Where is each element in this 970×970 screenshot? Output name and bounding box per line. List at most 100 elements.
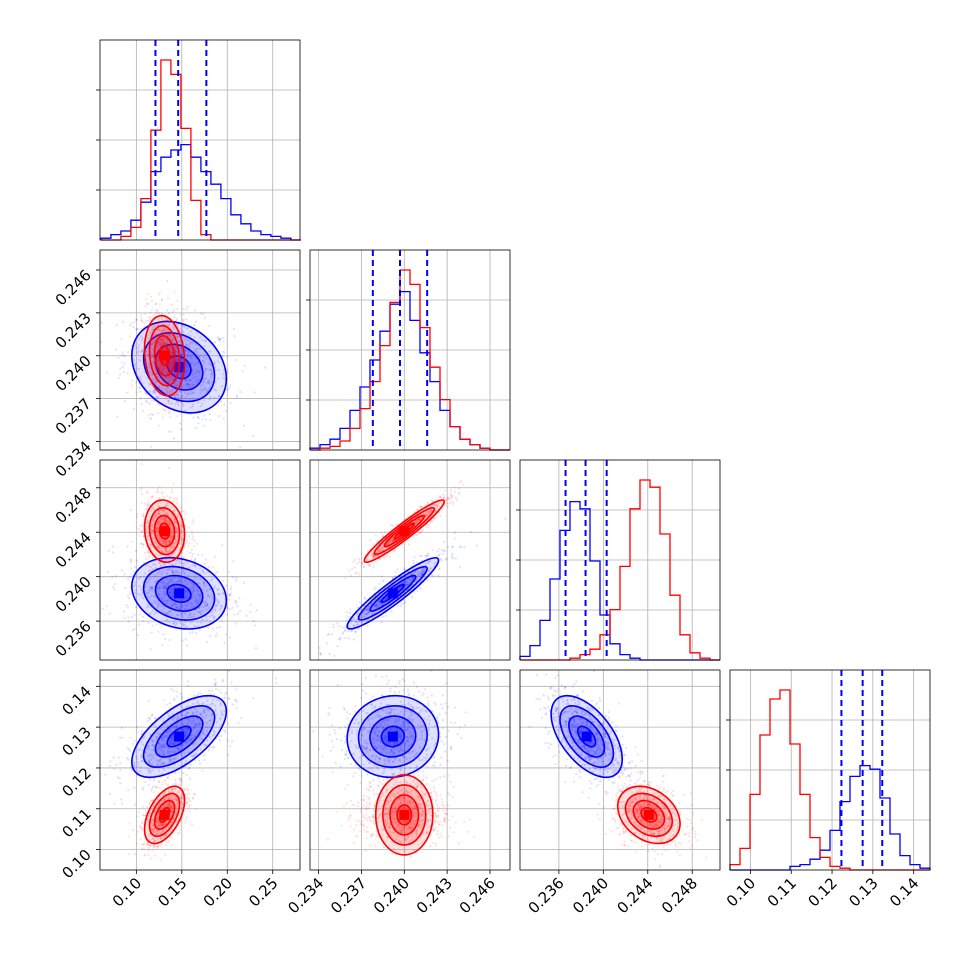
panel-frame [99, 459, 301, 661]
hist-panel-0 [96, 39, 301, 241]
x-tick-label: 0.234 [284, 874, 327, 917]
histogram-run_2 [100, 59, 301, 241]
y-tick-label: 0.244 [52, 528, 95, 571]
y-tick-label: 0.240 [52, 573, 95, 616]
x-tick-label: 0.236 [525, 874, 568, 917]
x-tick-label: 0.248 [658, 874, 701, 917]
x-tick-label: 0.20 [200, 874, 236, 910]
y-tick-label: 0.234 [52, 438, 95, 481]
panel-frame [729, 669, 931, 871]
panels-layer: 0.10 0.15 0.20 0.25 0.234 0.237 0.240 0.243 0.24… [52, 39, 931, 917]
density-peak-run_2 [159, 350, 170, 361]
contour-run_2 [632, 799, 666, 830]
contour-run_1 [154, 715, 204, 758]
histogram-run_1 [100, 143, 301, 241]
contour-run_2 [363, 499, 446, 564]
density-peak-run_2 [159, 809, 170, 820]
contour-run_1 [154, 574, 204, 612]
x-tick-label: 0.246 [456, 874, 499, 917]
contour-run_1 [166, 583, 192, 604]
contour-run_1 [369, 715, 417, 758]
contour-run_1 [142, 705, 216, 768]
contour-run_1 [568, 715, 606, 758]
y-tick-label: 0.11 [58, 805, 94, 841]
y-tick-label: 0.243 [52, 309, 95, 352]
contour-run_2 [153, 334, 176, 377]
density-content [100, 279, 266, 449]
panel-frame [309, 249, 511, 451]
density-peak-run_1 [581, 731, 592, 742]
x-tick-label: 0.243 [413, 874, 456, 917]
y-tick-label: 0.10 [58, 846, 94, 882]
contour-run_2 [153, 514, 176, 548]
density-peak-run_1 [174, 731, 185, 742]
density-panel-1-0 [99, 249, 301, 451]
contour-run_2 [389, 794, 420, 836]
panel-frame [99, 669, 301, 871]
density-peak-run_2 [399, 526, 410, 537]
x-tick-label: 0.25 [245, 874, 281, 910]
density-panel-2-0 [99, 459, 301, 661]
panel-frame [99, 249, 301, 451]
density-peak-run_2 [643, 809, 654, 820]
panel-frame [519, 669, 721, 871]
hist-panel-2 [516, 459, 721, 661]
contour-run_2 [382, 784, 427, 846]
contour-run_2 [374, 774, 434, 856]
contour-run_2 [143, 499, 186, 564]
density-peak-run_1 [387, 588, 398, 599]
density-panel-2-1 [309, 459, 511, 661]
x-tick-label: 0.10 [723, 874, 759, 910]
histogram-run_2 [520, 479, 720, 661]
y-tick-label: 0.12 [58, 764, 94, 800]
panel-frame [99, 39, 301, 241]
contour-run_1 [357, 705, 428, 768]
density-peak-run_1 [174, 588, 185, 599]
histogram-run_1 [309, 290, 510, 451]
panel-frame [309, 669, 511, 871]
x-tick-label: 0.13 [845, 874, 881, 910]
contour-run_2 [148, 506, 181, 556]
panel-frame [309, 459, 511, 661]
contour-run_1 [550, 694, 624, 779]
panel-frame [519, 459, 721, 661]
x-tick-label: 0.15 [154, 874, 190, 910]
contour-run_2 [153, 799, 176, 830]
density-panel-3-2 [519, 669, 721, 871]
contour-run_1 [346, 694, 440, 779]
contour-run_1 [131, 320, 228, 414]
density-panel-3-1 [309, 669, 511, 871]
density-content [104, 670, 278, 861]
x-tick-label: 0.10 [109, 874, 145, 910]
density-peak-run_2 [399, 809, 410, 820]
x-tick-label: 0.240 [569, 874, 612, 917]
density-peak-run_2 [159, 526, 170, 537]
x-tick-label: 0.237 [327, 874, 370, 917]
x-tick-label: 0.244 [614, 874, 657, 917]
density-panel-3-0 [99, 669, 301, 871]
contour-run_1 [346, 556, 440, 630]
contour-run_1 [142, 565, 216, 621]
hist-panel-1 [306, 249, 511, 451]
hist-panel-3 [726, 669, 931, 871]
contour-run_2 [624, 792, 674, 838]
density-content [312, 670, 476, 858]
x-tick-label: 0.11 [764, 874, 800, 910]
contour-run_1 [380, 725, 406, 748]
contour-run_1 [357, 565, 428, 621]
x-tick-label: 0.240 [370, 874, 413, 917]
density-content [528, 670, 708, 868]
y-tick-label: 0.236 [52, 617, 95, 660]
contour-run_2 [148, 324, 181, 387]
density-content [318, 480, 507, 658]
contour-run_1 [166, 725, 192, 748]
contour-run_1 [131, 694, 228, 779]
y-tick-label: 0.13 [58, 723, 94, 759]
contour-run_2 [143, 314, 186, 397]
x-tick-label: 0.14 [886, 874, 922, 910]
y-tick-label: 0.248 [52, 484, 95, 527]
density-peak-run_1 [387, 731, 398, 742]
y-tick-label: 0.14 [58, 682, 94, 718]
contour-run_2 [396, 804, 413, 826]
